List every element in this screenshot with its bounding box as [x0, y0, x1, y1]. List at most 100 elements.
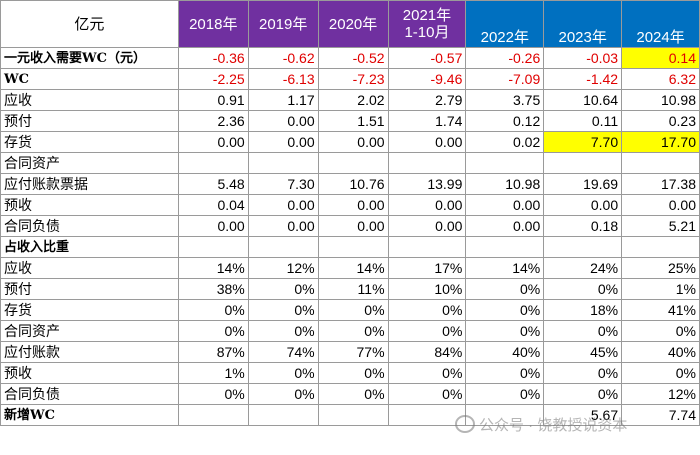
table-cell: -1.42 — [543, 68, 623, 90]
table-row: 应付账款票据 5.48 7.30 10.76 13.99 10.98 19.69 17.38 — [0, 173, 700, 195]
table-cell: 0% — [465, 320, 545, 342]
table-cell: -9.46 — [387, 68, 467, 90]
table-cell: 1% — [621, 278, 700, 300]
table-cell: 0.00 — [177, 215, 249, 237]
table-cell: 0.91 — [177, 89, 249, 111]
table-cell: 0% — [465, 278, 545, 300]
table-cell: 0% — [317, 320, 389, 342]
table-cell: 14% — [465, 257, 545, 279]
table-cell — [465, 152, 545, 174]
row-label: 预付 — [0, 110, 179, 132]
row-label: 合同负债 — [0, 215, 179, 237]
row-label: 应付账款票据 — [0, 173, 179, 195]
table-cell: 2.79 — [387, 89, 467, 111]
table-cell: 0% — [247, 299, 319, 321]
table-cell: 0.00 — [387, 131, 467, 153]
row-label: 占收入比重 — [0, 236, 179, 258]
table-cell: 0% — [247, 278, 319, 300]
wc-table: 亿元 2018年 2019年 2020年 2021年 1-10月 2022年 20… — [0, 0, 700, 426]
row-label: WC — [0, 68, 179, 90]
table-cell: 13.99 — [387, 173, 467, 195]
table-cell: 5.48 — [177, 173, 249, 195]
table-cell: -7.23 — [317, 68, 389, 90]
table-cell: 0% — [543, 320, 623, 342]
table-cell: 0% — [621, 320, 700, 342]
table-cell: 0% — [247, 320, 319, 342]
table-row: 占收入比重 — [0, 236, 700, 258]
table-row: 预收 1% 0% 0% 0% 0% 0% 0% — [0, 362, 700, 384]
table-cell: 0% — [247, 383, 319, 405]
table-cell: 0% — [465, 299, 545, 321]
table-cell: 7.70 — [543, 131, 623, 153]
table-cell: 0.18 — [543, 215, 623, 237]
row-label: 存货 — [0, 131, 179, 153]
table-cell: 0.00 — [317, 215, 389, 237]
table-cell — [247, 404, 319, 426]
table-row: 存货 0% 0% 0% 0% 0% 18% 41% — [0, 299, 700, 321]
table-row: 合同负债 0.00 0.00 0.00 0.00 0.00 0.18 5.21 — [0, 215, 700, 237]
table-cell: -0.62 — [247, 47, 319, 69]
table-cell: 0% — [317, 383, 389, 405]
row-label: 新增WC — [0, 404, 179, 426]
table-cell: 0.00 — [387, 215, 467, 237]
table-cell: 14% — [177, 257, 249, 279]
table-cell — [543, 236, 623, 258]
table-cell: 0% — [177, 299, 249, 321]
table-cell: -0.52 — [317, 47, 389, 69]
table-cell: 2.02 — [317, 89, 389, 111]
table-cell: 0.14 — [621, 47, 700, 69]
table-cell: 5.67 — [543, 404, 623, 426]
table-cell: 14% — [317, 257, 389, 279]
table-row: 应收 14% 12% 14% 17% 14% 24% 25% — [0, 257, 700, 279]
table-cell: 0.00 — [621, 194, 700, 216]
year-header-line: 2021年 — [402, 6, 452, 24]
table-cell — [247, 236, 319, 258]
table-cell: -0.03 — [543, 47, 623, 69]
table-cell: 74% — [247, 341, 319, 363]
table-cell: 0% — [543, 383, 623, 405]
table-cell: 84% — [387, 341, 467, 363]
table-cell: 10.98 — [465, 173, 545, 195]
unit-header: 亿元 — [0, 0, 179, 48]
table-cell: 12% — [621, 383, 700, 405]
table-body: 亿元 2018年 2019年 2020年 2021年 1-10月 2022年 20… — [0, 0, 700, 426]
table-cell: 24% — [543, 257, 623, 279]
table-cell: 0% — [387, 362, 467, 384]
table-cell: 10% — [387, 278, 467, 300]
table-cell: -0.36 — [177, 47, 249, 69]
table-cell: 12% — [247, 257, 319, 279]
row-label: 应付账款 — [0, 341, 179, 363]
table-row: 合同资产 — [0, 152, 700, 174]
table-cell: 77% — [317, 341, 389, 363]
table-row: 预付 2.36 0.00 1.51 1.74 0.12 0.11 0.23 — [0, 110, 700, 132]
table-cell: 0.00 — [317, 131, 389, 153]
table-cell: 1.51 — [317, 110, 389, 132]
year-header: 2022年 — [465, 0, 545, 48]
table-cell: 0% — [177, 320, 249, 342]
table-cell — [465, 236, 545, 258]
table-cell — [621, 152, 700, 174]
year-header: 2021年 1-10月 — [387, 0, 467, 48]
table-cell: 0.02 — [465, 131, 545, 153]
table-cell: 40% — [621, 341, 700, 363]
table-row: 应收 0.91 1.17 2.02 2.79 3.75 10.64 10.98 — [0, 89, 700, 111]
table-cell: 17.70 — [621, 131, 700, 153]
table-cell — [247, 152, 319, 174]
table-cell: 0.04 — [177, 194, 249, 216]
table-cell: 1.74 — [387, 110, 467, 132]
table-cell: 0.23 — [621, 110, 700, 132]
table-cell — [317, 236, 389, 258]
table-cell — [465, 404, 545, 426]
table-cell: 0% — [543, 362, 623, 384]
table-row: WC -2.25 -6.13 -7.23 -9.46 -7.09 -1.42 6.32 — [0, 68, 700, 90]
table-cell: 1% — [177, 362, 249, 384]
year-header: 2019年 — [247, 0, 319, 48]
table-row: 预付 38% 0% 11% 10% 0% 0% 1% — [0, 278, 700, 300]
table-cell: 17.38 — [621, 173, 700, 195]
year-header-line: 1-10月 — [404, 24, 450, 41]
table-row: 存货 0.00 0.00 0.00 0.00 0.02 7.70 17.70 — [0, 131, 700, 153]
table-cell — [387, 152, 467, 174]
table-cell — [177, 404, 249, 426]
year-header: 2018年 — [177, 0, 249, 48]
table-row: 一元收入需要WC（元） -0.36 -0.62 -0.52 -0.57 -0.26 -0.0… — [0, 47, 700, 69]
